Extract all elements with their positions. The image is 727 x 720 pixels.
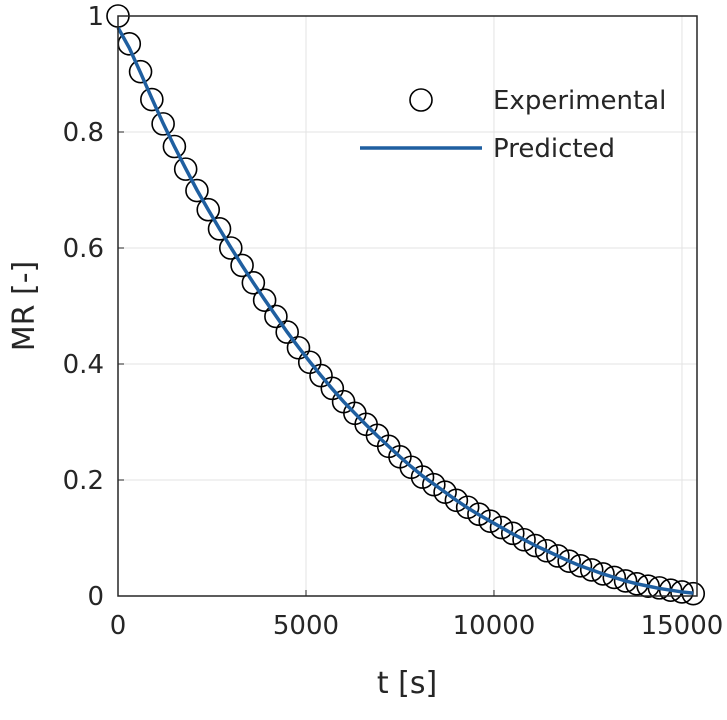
experimental-point bbox=[478, 509, 503, 533]
x-tick-label: 15000 bbox=[641, 611, 724, 641]
x-axis-label: t [s] bbox=[377, 666, 437, 701]
experimental-point bbox=[128, 59, 153, 84]
tick-labels: 0 5000 10000 15000 0 0.2 0.4 0.6 0.8 1 bbox=[63, 2, 724, 641]
x-tick-label: 0 bbox=[110, 611, 127, 641]
experimental-point bbox=[557, 549, 581, 574]
series-layer bbox=[106, 4, 706, 606]
experimental-point bbox=[151, 112, 175, 136]
experimental-point bbox=[162, 134, 187, 159]
experimental-point bbox=[523, 533, 548, 558]
experimental-point bbox=[546, 544, 570, 568]
experimental-point bbox=[625, 572, 649, 596]
experimental-point bbox=[286, 335, 311, 360]
y-tick-label: 0.6 bbox=[63, 234, 104, 264]
experimental-point bbox=[264, 304, 288, 329]
y-axis-label: MR [-] bbox=[7, 261, 42, 352]
experimental-point bbox=[207, 217, 232, 241]
experimental-point bbox=[591, 562, 615, 586]
experimental-point bbox=[196, 197, 221, 222]
experimental-point bbox=[185, 178, 209, 203]
experimental-point bbox=[489, 515, 514, 540]
x-tick-label: 5000 bbox=[273, 611, 339, 641]
experimental-point bbox=[500, 521, 525, 546]
experimental-point bbox=[444, 488, 469, 513]
x-tick-label: 10000 bbox=[453, 611, 536, 641]
legend-label-predicted: Predicted bbox=[493, 134, 615, 164]
y-tick-label: 0 bbox=[87, 582, 104, 612]
y-tick-label: 0.2 bbox=[63, 466, 104, 496]
experimental-point bbox=[579, 558, 604, 582]
experimental-point bbox=[218, 236, 243, 260]
axes-frame bbox=[117, 15, 698, 597]
experimental-point bbox=[241, 270, 266, 295]
experimental-point bbox=[512, 527, 536, 552]
y-tick-label: 0.4 bbox=[63, 350, 104, 380]
experimental-point bbox=[455, 495, 480, 520]
experimental-point bbox=[602, 565, 627, 590]
experimental-point bbox=[467, 502, 491, 527]
legend-marker-experimental bbox=[409, 88, 433, 112]
legend: Experimental Predicted bbox=[360, 86, 666, 164]
predicted-line bbox=[116, 26, 694, 595]
y-tick-label: 0.8 bbox=[63, 118, 104, 148]
experimental-point bbox=[636, 574, 660, 598]
experimental-point bbox=[140, 87, 164, 112]
experimental-point bbox=[173, 157, 198, 181]
experimental-point bbox=[230, 253, 254, 278]
experimental-point bbox=[568, 554, 593, 578]
experimental-point bbox=[275, 320, 299, 344]
y-tick-label: 1 bbox=[87, 2, 104, 32]
legend-label-experimental: Experimental bbox=[493, 86, 666, 116]
experimental-point bbox=[534, 538, 559, 563]
experimental-point bbox=[613, 569, 638, 593]
experimental-point bbox=[252, 288, 277, 313]
